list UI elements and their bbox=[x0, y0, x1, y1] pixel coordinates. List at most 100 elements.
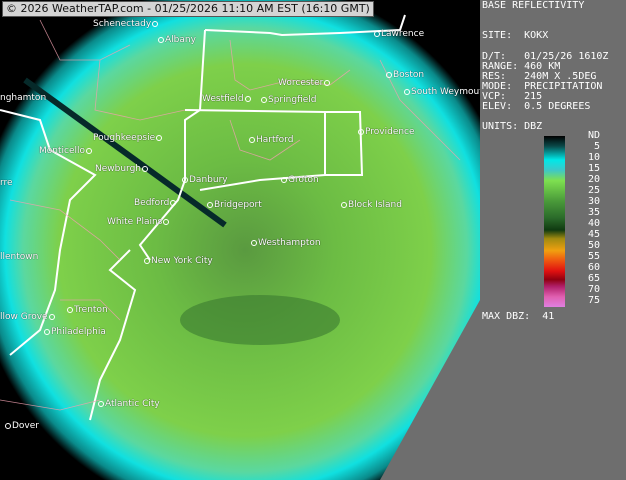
city-label: White Plains bbox=[107, 217, 170, 227]
city-name: Newburgh bbox=[95, 164, 142, 174]
city-name: Bedford bbox=[134, 198, 170, 208]
radar-image bbox=[0, 0, 480, 480]
city-marker-icon bbox=[281, 176, 287, 183]
city-label: Bedford bbox=[134, 198, 177, 208]
city-name: Dover bbox=[12, 421, 39, 431]
city-marker-icon bbox=[374, 30, 380, 37]
city-name: Springfield bbox=[268, 95, 317, 105]
city-marker-icon bbox=[156, 134, 163, 141]
city-marker-icon bbox=[86, 147, 92, 154]
city-name: Westhampton bbox=[258, 238, 321, 248]
city-marker-icon bbox=[249, 136, 255, 143]
city-label: Westfield bbox=[202, 94, 252, 104]
city-marker-icon bbox=[358, 128, 364, 135]
state-boundaries bbox=[0, 14, 406, 421]
city-label: Westhampton bbox=[250, 238, 321, 248]
city-marker-icon bbox=[170, 199, 177, 206]
heavier-band bbox=[180, 295, 340, 345]
city-marker-icon bbox=[244, 95, 251, 102]
city-marker-icon bbox=[48, 313, 55, 320]
city-label: Poughkeepsie bbox=[93, 133, 163, 143]
city-label: Lawrence bbox=[373, 29, 424, 39]
color-scale-bar bbox=[544, 136, 565, 307]
city-name: South Weymouth bbox=[411, 87, 489, 97]
city-name: Boston bbox=[393, 70, 425, 80]
city-name: Westfield bbox=[202, 94, 244, 104]
city-label: Albany bbox=[157, 35, 196, 45]
city-marker-icon bbox=[163, 218, 170, 225]
timestamp-banner: © 2026 WeatherTAP.com - 01/25/2026 11:10… bbox=[2, 1, 374, 17]
mode-label: MODE: PRECIPITATION bbox=[482, 81, 603, 92]
city-marker-icon bbox=[67, 306, 73, 313]
city-name: Atlantic City bbox=[105, 399, 160, 409]
scale-value: 20 bbox=[587, 174, 600, 185]
city-marker-icon bbox=[144, 257, 150, 264]
city-marker-icon bbox=[44, 328, 50, 335]
city-label: Trenton bbox=[66, 305, 108, 315]
scale-value: 10 bbox=[587, 152, 600, 163]
no-data-area bbox=[380, 300, 480, 480]
scale-value: 55 bbox=[587, 251, 600, 262]
city-name: Albany bbox=[165, 35, 196, 45]
city-label: rre bbox=[0, 178, 13, 188]
city-label: Providence bbox=[357, 127, 415, 137]
city-name: Groton bbox=[288, 175, 319, 185]
city-name: rre bbox=[0, 178, 13, 188]
city-marker-icon bbox=[404, 88, 410, 95]
city-marker-icon bbox=[251, 239, 257, 246]
vcp-label: VCP: 215 bbox=[482, 91, 543, 102]
city-label: Philadelphia bbox=[43, 327, 106, 337]
city-marker-icon bbox=[158, 36, 164, 43]
city-label: Springfield bbox=[260, 95, 316, 105]
city-name: nghamton bbox=[0, 93, 47, 103]
city-name: Philadelphia bbox=[51, 327, 106, 337]
city-name: Poughkeepsie bbox=[93, 133, 156, 143]
units-label: UNITS: DBZ bbox=[482, 121, 543, 132]
city-label: Monticello bbox=[39, 146, 93, 156]
scale-value: 15 bbox=[587, 163, 600, 174]
site-label: SITE: KOKX bbox=[482, 30, 549, 41]
city-label: Dover bbox=[4, 421, 39, 431]
city-name: Monticello bbox=[39, 146, 85, 156]
info-panel: BASE REFLECTIVITY SITE: KOKX D/T: 01/25/… bbox=[480, 0, 626, 480]
city-label: nghamton bbox=[0, 93, 46, 103]
city-name: Worcester bbox=[278, 78, 324, 88]
city-marker-icon bbox=[98, 400, 104, 407]
city-name: Block Island bbox=[348, 200, 402, 210]
city-label: llentown bbox=[0, 252, 38, 262]
city-label: Bridgeport bbox=[206, 200, 262, 210]
datetime-label: D/T: 01/25/26 1610Z bbox=[482, 51, 609, 62]
beam-blockage bbox=[23, 77, 227, 228]
precipitation-area bbox=[0, 0, 480, 480]
city-marker-icon bbox=[386, 71, 392, 78]
city-marker-icon bbox=[142, 165, 149, 172]
city-label: Newburgh bbox=[95, 164, 149, 174]
elevation-label: ELEV: 0.5 DEGREES bbox=[482, 101, 591, 112]
city-label: Boston bbox=[385, 70, 424, 80]
city-marker-icon bbox=[5, 422, 11, 429]
scale-value: 35 bbox=[587, 207, 600, 218]
city-marker-icon bbox=[152, 20, 159, 27]
city-label: Atlantic City bbox=[97, 399, 160, 409]
county-boundaries bbox=[0, 19, 461, 411]
city-name: White Plains bbox=[107, 217, 163, 227]
city-label: Block Island bbox=[340, 200, 402, 210]
scale-value: 45 bbox=[587, 229, 600, 240]
radar-map[interactable]: Schenectady Albany Lawrence Boston South Wey… bbox=[0, 0, 488, 480]
scale-value: 5 bbox=[593, 141, 600, 152]
city-marker-icon bbox=[182, 176, 188, 183]
city-label: New York City bbox=[143, 256, 213, 266]
scale-value: 25 bbox=[587, 185, 600, 196]
city-label: South Weymouth bbox=[403, 87, 488, 97]
city-name: Hartford bbox=[256, 135, 294, 145]
max-dbz-label: MAX DBZ: 41 bbox=[482, 311, 555, 322]
city-marker-icon bbox=[324, 79, 331, 86]
resolution-label: RES: 240M X .5DEG bbox=[482, 71, 597, 82]
city-name: llow Grove bbox=[0, 312, 48, 322]
scale-value: 30 bbox=[587, 196, 600, 207]
city-name: Schenectady bbox=[93, 19, 152, 29]
city-name: Trenton bbox=[74, 305, 108, 315]
city-label: Hartford bbox=[248, 135, 293, 145]
scale-value: 60 bbox=[587, 262, 600, 273]
